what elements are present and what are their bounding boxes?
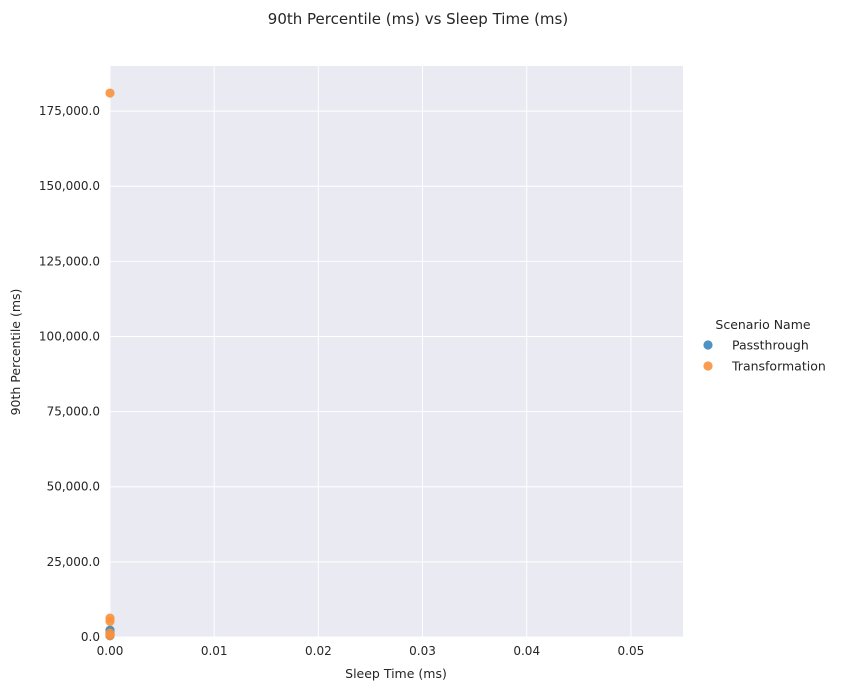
x-axis-ticks: 0.00 0.01 0.02 0.03 0.04 0.05	[97, 644, 645, 658]
y-tick-label: 125,000.0	[39, 254, 100, 268]
y-axis-ticks: 0.0 25,000.0 50,000.0 75,000.0 100,000.0 125,…	[39, 104, 100, 644]
y-tick-label: 25,000.0	[47, 555, 100, 569]
x-tick-label: 0.03	[409, 644, 436, 658]
legend-label-passthrough: Passthrough	[732, 338, 809, 353]
plot-area	[110, 66, 683, 637]
y-tick-label: 0.0	[81, 630, 100, 644]
scatter-point-transformation	[105, 630, 115, 641]
legend-label-transformation: Transformation	[731, 359, 826, 374]
scatter-point-transformation	[105, 616, 115, 626]
x-axis-label: Sleep Time (ms)	[345, 666, 447, 681]
legend-marker-transformation	[703, 361, 713, 371]
x-tick-label: 0.05	[618, 644, 645, 658]
gridlines	[109, 66, 683, 638]
y-tick-label: 100,000.0	[39, 329, 100, 343]
y-tick-label: 150,000.0	[39, 179, 100, 193]
legend-marker-passthrough	[703, 340, 713, 350]
legend-title: Scenario Name	[715, 317, 811, 332]
x-tick-label: 0.01	[201, 644, 228, 658]
y-tick-label: 75,000.0	[47, 405, 100, 419]
y-tick-label: 50,000.0	[47, 480, 100, 494]
y-tick-label: 175,000.0	[39, 104, 100, 118]
chart-title: 90th Percentile (ms) vs Sleep Time (ms)	[268, 10, 568, 28]
x-tick-label: 0.00	[97, 644, 124, 658]
data-points	[105, 88, 115, 641]
scatter-point-transformation	[105, 88, 115, 98]
x-tick-label: 0.04	[513, 644, 540, 658]
x-tick-label: 0.02	[305, 644, 332, 658]
y-axis-label: 90th Percentile (ms)	[8, 289, 23, 416]
legend: Scenario Name Passthrough Transformation	[703, 317, 826, 374]
